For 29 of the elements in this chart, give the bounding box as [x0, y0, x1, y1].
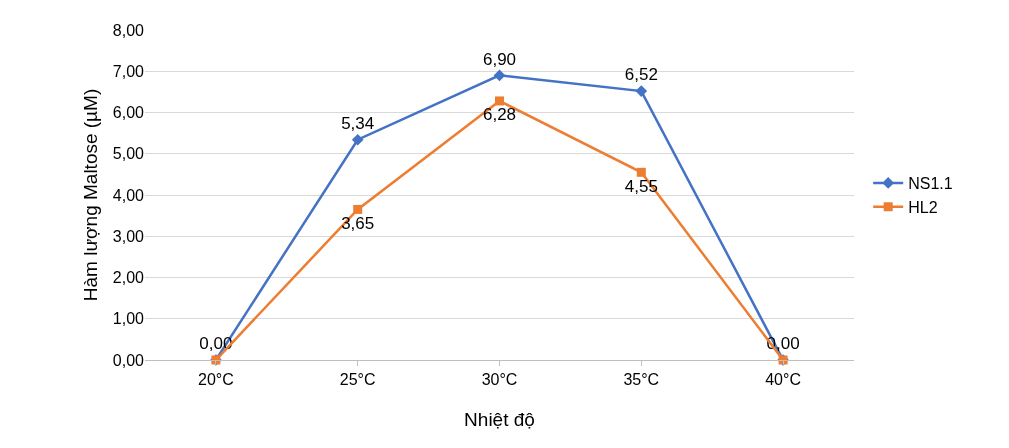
- data-label: 6,28: [482, 105, 517, 125]
- x-tick-label: 25°C: [339, 371, 376, 389]
- x-axis-title: Nhiệt độ: [464, 409, 535, 430]
- data-label: 3,65: [341, 213, 375, 233]
- y-tick-label: 8,00: [112, 21, 145, 39]
- x-tick-label: 35°C: [623, 371, 660, 389]
- y-axis-title: Hàm lượng Maltose (µM): [79, 88, 101, 302]
- x-tick-label: 20°C: [198, 371, 234, 389]
- y-tick-label: 6,00: [112, 104, 145, 122]
- y-tick-label: 1,00: [112, 310, 145, 328]
- y-tick-label: 2,00: [112, 269, 145, 287]
- y-tick-label: 3,00: [112, 227, 145, 245]
- point: [353, 204, 363, 214]
- x-tick-label: 30°C: [481, 371, 518, 389]
- point: [493, 69, 506, 82]
- y-tick-label: 4,00: [112, 186, 145, 204]
- point: [495, 96, 504, 106]
- y-tick-label: 7,00: [112, 62, 145, 80]
- y-tick-label: 0,00: [112, 351, 145, 369]
- data-label: 6,52: [624, 65, 658, 85]
- x-tick-label: 40°C: [765, 371, 801, 389]
- point: [351, 133, 364, 146]
- point: [636, 167, 646, 177]
- legend-label: HL2: [908, 198, 938, 216]
- legend-label: NS1.1: [908, 175, 953, 193]
- data-label: 6,90: [482, 49, 517, 69]
- point: [635, 85, 648, 97]
- data-label: 5,34: [341, 113, 375, 133]
- y-tick-label: 5,00: [112, 145, 145, 163]
